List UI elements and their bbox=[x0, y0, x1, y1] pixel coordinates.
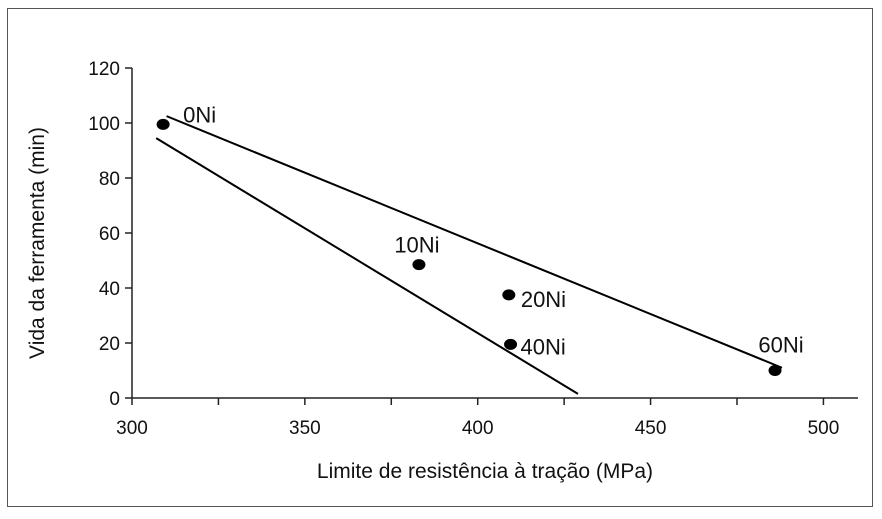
y-tick-label: 20 bbox=[99, 334, 120, 355]
trend-lines bbox=[155, 115, 783, 395]
point-label: 20Ni bbox=[521, 287, 566, 312]
y-tick-label: 40 bbox=[99, 279, 120, 300]
x-tick-label: 350 bbox=[289, 418, 321, 439]
chart-frame bbox=[7, 8, 873, 507]
point-label: 40Ni bbox=[521, 334, 566, 359]
y-tick-label: 0 bbox=[109, 389, 120, 410]
point-label: 10Ni bbox=[394, 233, 439, 258]
point-label: 60Ni bbox=[758, 333, 803, 358]
y-tick-label: 80 bbox=[99, 169, 120, 190]
x-tick-label: 500 bbox=[808, 418, 840, 439]
data-point bbox=[768, 365, 782, 376]
x-ticks: 300 350 400 450 500 bbox=[116, 398, 839, 439]
y-tick-label: 120 bbox=[88, 59, 120, 80]
y-axis-title: Vida da ferramenta (min) bbox=[26, 127, 49, 359]
trend-line bbox=[166, 115, 783, 369]
data-point bbox=[156, 118, 170, 130]
data-points bbox=[156, 118, 782, 376]
x-axis-title: Limite de resistência à tração (MPa) bbox=[317, 460, 653, 483]
x-tick-label: 450 bbox=[635, 418, 667, 439]
y-tick-label: 100 bbox=[88, 114, 120, 135]
x-tick-label: 400 bbox=[462, 418, 494, 439]
data-point bbox=[502, 289, 516, 301]
trend-line bbox=[155, 137, 579, 395]
data-point bbox=[412, 259, 426, 271]
point-labels: 0Ni 10Ni 20Ni 40Ni 60Ni bbox=[183, 102, 804, 359]
data-point bbox=[504, 338, 518, 350]
y-ticks: 0 20 40 60 80 100 120 bbox=[88, 59, 132, 410]
point-label: 0Ni bbox=[183, 102, 216, 127]
y-tick-label: 60 bbox=[99, 224, 120, 245]
x-tick-label: 300 bbox=[116, 418, 148, 439]
axes bbox=[131, 68, 858, 399]
